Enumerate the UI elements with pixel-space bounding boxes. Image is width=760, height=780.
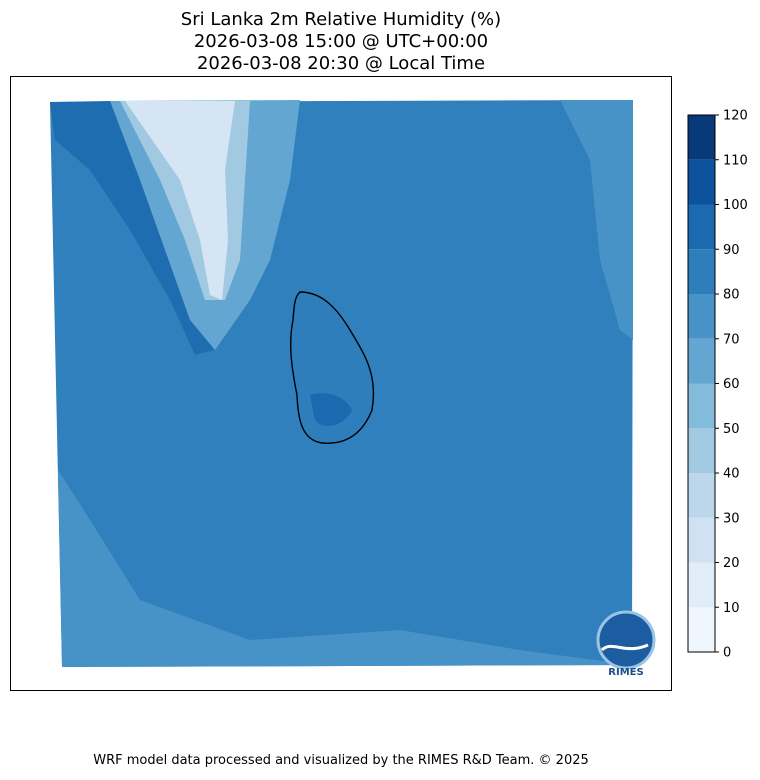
logo-emblem <box>596 610 656 670</box>
colorbar-band <box>688 159 715 205</box>
humidity-patch <box>560 100 633 340</box>
sri-lanka-outline <box>290 291 375 444</box>
map: RIMES <box>10 76 672 691</box>
colorbar-band <box>688 473 715 518</box>
logo: RIMES <box>596 610 656 678</box>
colorbar-tick-label: 20 <box>723 556 740 571</box>
colorbar-tick-label: 0 <box>723 646 731 661</box>
colorbar-tick-label: 40 <box>723 467 740 482</box>
colorbar-band <box>688 204 715 250</box>
colorbar-band <box>688 294 715 339</box>
humidity-patch <box>58 470 632 667</box>
colorbar-band <box>688 562 715 608</box>
colorbar: 0 10 20 30 40 50 60 70 80 90 100 110 120 <box>687 109 748 661</box>
colorbar-band <box>688 249 715 294</box>
humidity-patch <box>310 393 352 427</box>
colorbar-tick-label: 30 <box>723 511 740 526</box>
title-line: 2026-03-08 15:00 @ UTC+00:00 <box>194 31 488 52</box>
title-line: Sri Lanka 2m Relative Humidity (%) <box>181 9 501 30</box>
colorbar-tick-label: 120 <box>723 109 748 124</box>
colorbar-band <box>688 383 715 429</box>
humidity-patch <box>125 101 235 300</box>
colorbar-tick-label: 100 <box>723 198 748 213</box>
colorbar-tick-label: 70 <box>723 332 740 347</box>
logo-wave <box>600 643 649 652</box>
humidity-patch <box>50 101 215 355</box>
colorbar-tick-label: 50 <box>723 422 740 437</box>
colorbar-band <box>688 517 715 563</box>
colorbar-tick-label: 10 <box>723 601 740 616</box>
colorbar-band <box>688 338 715 384</box>
colorbar-tick-label: 80 <box>723 288 740 303</box>
colorbar-tick-label: 90 <box>723 243 740 258</box>
footer: WRF model data processed and visualized … <box>93 753 589 768</box>
colorbar-band <box>688 115 715 160</box>
colorbar-tick-label: 110 <box>723 153 748 168</box>
colorbar-band <box>688 607 715 652</box>
colorbar-tick-label: 60 <box>723 377 740 392</box>
logo-text: RIMES <box>608 667 643 678</box>
colorbar-band <box>688 428 715 473</box>
title-line: 2026-03-08 20:30 @ Local Time <box>197 53 485 74</box>
